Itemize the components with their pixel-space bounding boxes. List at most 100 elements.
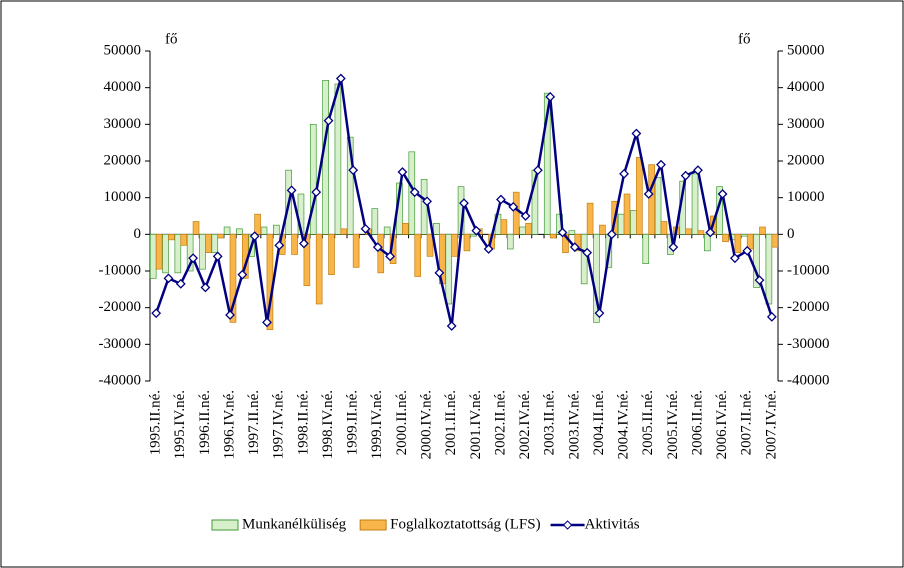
legend-marker (562, 520, 573, 530)
line-marker (668, 242, 679, 253)
y-tick-label: 20000 (104, 152, 142, 168)
bar (346, 136, 354, 235)
bar (519, 226, 526, 235)
line-marker (249, 231, 260, 242)
bar (734, 233, 742, 254)
y2-tick-label: 0 (787, 226, 795, 242)
x-tick-label: 2007.IV.né. (763, 390, 779, 459)
legend-item: Foglalkoztatottság (LFS) (359, 516, 541, 532)
line-marker (656, 159, 666, 170)
bar (254, 213, 261, 235)
line-marker (471, 225, 482, 236)
line-marker (360, 223, 371, 234)
line-marker (582, 247, 593, 258)
bar (149, 233, 157, 279)
bar (168, 233, 175, 241)
line-marker (446, 321, 457, 331)
bar (328, 233, 335, 276)
line-marker (200, 282, 211, 293)
x-tick-label: 2002.II.né. (492, 390, 508, 455)
y2-tick-label: 20000 (787, 152, 825, 168)
bar (223, 226, 231, 235)
y2-tick-label: 10000 (787, 189, 825, 205)
x-tick-label: 2004.II.né. (591, 390, 607, 455)
line-marker (532, 165, 543, 176)
line-marker (742, 245, 753, 256)
line-marker (717, 189, 728, 199)
line-marker (225, 310, 235, 320)
x-tick-label: 2004.IV.né. (616, 390, 632, 459)
bar (623, 193, 631, 235)
bar (636, 156, 643, 235)
line-marker (459, 198, 469, 209)
bar (445, 233, 453, 305)
x-tick-label: 1996.II.né. (197, 390, 213, 455)
y-axis-unit: fő (165, 31, 178, 47)
x-tick-label: 2001.II.né. (443, 390, 459, 455)
x-tick-label: 2001.IV.né. (468, 390, 484, 459)
bar (155, 233, 163, 270)
y-tick-label: -30000 (99, 336, 142, 352)
y-tick-label: 40000 (104, 79, 142, 95)
x-tick-label: 2000.II.né. (394, 390, 410, 455)
bar (334, 83, 342, 235)
bar (691, 173, 699, 235)
line-marker (175, 278, 186, 289)
bar (543, 92, 551, 235)
line-marker (557, 227, 568, 238)
y2-tick-label: 40000 (787, 79, 825, 95)
bar (451, 233, 458, 257)
bar (580, 233, 588, 285)
x-tick-label: 1997.IV.né. (271, 390, 287, 459)
y-tick-label: 30000 (104, 116, 142, 132)
y2-tick-label: -10000 (787, 262, 830, 278)
bar (426, 233, 434, 257)
y-tick-label: 50000 (104, 42, 142, 58)
bar (229, 233, 237, 323)
line-marker (286, 185, 297, 196)
line-marker (335, 73, 346, 84)
line-marker (274, 240, 285, 251)
bar (205, 233, 212, 254)
x-tick-label: 1995.IV.né. (172, 390, 188, 459)
x-tick-label: 1999.IV.né. (369, 390, 385, 459)
line-marker (188, 253, 199, 264)
bar (322, 79, 329, 235)
line-marker (237, 269, 248, 280)
bar (217, 233, 224, 239)
x-tick-label: 2002.IV.né. (517, 390, 533, 459)
bar (771, 233, 779, 248)
bar (512, 191, 520, 235)
bar (315, 233, 323, 305)
bar (291, 233, 298, 255)
line-marker (766, 311, 777, 322)
x-tick-label: 2006.II.né. (689, 390, 705, 455)
line-marker (520, 211, 531, 221)
bar (463, 233, 471, 252)
x-tick-label: 2006.IV.né. (714, 390, 730, 459)
bar (273, 224, 280, 235)
bar (648, 164, 655, 235)
bar (500, 219, 508, 235)
line-marker (680, 170, 691, 181)
line-marker (409, 187, 420, 198)
bar (162, 233, 169, 274)
line-marker (163, 273, 174, 284)
y2-axis-unit: fő (738, 31, 751, 47)
x-tick-label: 2007.II.né. (739, 390, 755, 455)
bar (414, 233, 422, 277)
line-marker (619, 168, 629, 179)
line-marker (348, 165, 359, 176)
bar (199, 233, 206, 270)
legend-label: Aktivitás (585, 516, 640, 532)
line-marker (508, 201, 519, 212)
bar (180, 233, 188, 246)
bar (568, 230, 576, 235)
line-marker (705, 227, 716, 238)
bar (352, 233, 360, 268)
line-marker (594, 308, 605, 319)
bar (309, 123, 317, 235)
line-marker (434, 267, 445, 278)
bar (586, 202, 594, 235)
